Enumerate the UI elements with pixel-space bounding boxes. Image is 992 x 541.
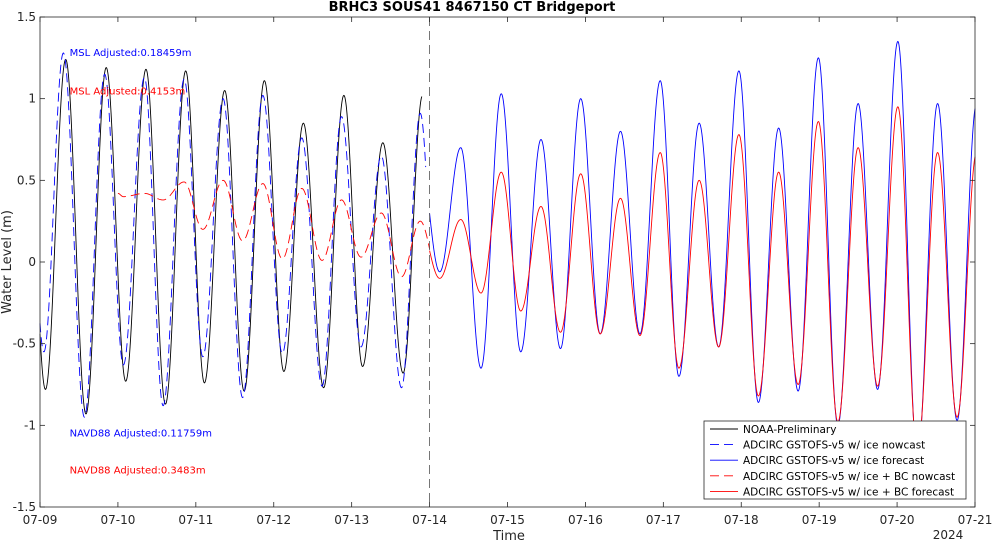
axes: 07-09 07-10 07-11 07-12 07-13 07-14 07-15 07-16…: [13, 10, 992, 527]
annotation-text: NAVD88 Adjusted:0.11759m: [70, 429, 212, 440]
chart-title: BRHC3 SOUS41 8467150 CT Bridgeport: [329, 0, 616, 15]
x-tick-label: 07-14: [412, 513, 447, 527]
annotation-text: NAVD88 Adjusted:0.3483m: [70, 465, 206, 476]
legend: NOAA-Preliminary ADCIRC GSTOFS-v5 w/ ice …: [703, 420, 967, 500]
x-tick-label: 07-19: [802, 513, 837, 527]
y-tick-label: -0.5: [13, 337, 36, 351]
y-tick-label: -1.5: [13, 500, 36, 514]
legend-box: [703, 420, 967, 500]
x-tick-label: 07-10: [100, 513, 135, 527]
x-tick-label: 07-20: [880, 513, 915, 527]
y-tick-label: 1.5: [17, 10, 36, 24]
year-label: 2024: [933, 528, 964, 541]
legend-entry: NOAA-Preliminary: [743, 424, 836, 436]
x-axis-label: Time: [492, 529, 525, 541]
legend-entry: ADCIRC GSTOFS-v5 w/ ice + BC nowcast: [743, 471, 955, 483]
x-tick-label: 07-16: [568, 513, 603, 527]
annotations: MSL Adjusted:0.18459m MSL Adjusted:0.4153…: [70, 48, 212, 476]
y-tick-label: 1: [28, 92, 36, 106]
series-line-4: [429, 106, 976, 453]
y-tick-label: 0: [28, 255, 36, 269]
y-axis-label: Water Level (m): [0, 210, 15, 314]
x-tick-label: 07-11: [178, 513, 213, 527]
y-tick-label: -1: [24, 418, 36, 432]
x-tick-label: 07-21: [958, 513, 992, 527]
legend-entry: ADCIRC GSTOFS-v5 w/ ice forecast: [743, 455, 924, 467]
series-curves: [39, 40, 976, 459]
annotation-text: MSL Adjusted:0.4153m: [70, 87, 186, 98]
x-tick-label: 07-15: [490, 513, 525, 527]
x-tick-label: 07-13: [334, 513, 369, 527]
y-tick-label: 0.5: [17, 173, 36, 187]
annotation-text: MSL Adjusted:0.18459m: [70, 48, 192, 59]
series-line-1: [39, 52, 427, 418]
series-line-3: [117, 179, 431, 278]
x-tick-label: 07-18: [724, 513, 759, 527]
legend-entry: ADCIRC GSTOFS-v5 w/ ice nowcast: [743, 440, 925, 452]
x-tick-label: 07-12: [256, 513, 291, 527]
series-line-2: [429, 40, 976, 459]
x-tick-label: 07-09: [23, 513, 58, 527]
legend-entry: ADCIRC GSTOFS-v5 w/ ice + BC forecast: [743, 486, 954, 498]
series-line-0: [39, 58, 423, 415]
x-tick-label: 07-17: [646, 513, 681, 527]
